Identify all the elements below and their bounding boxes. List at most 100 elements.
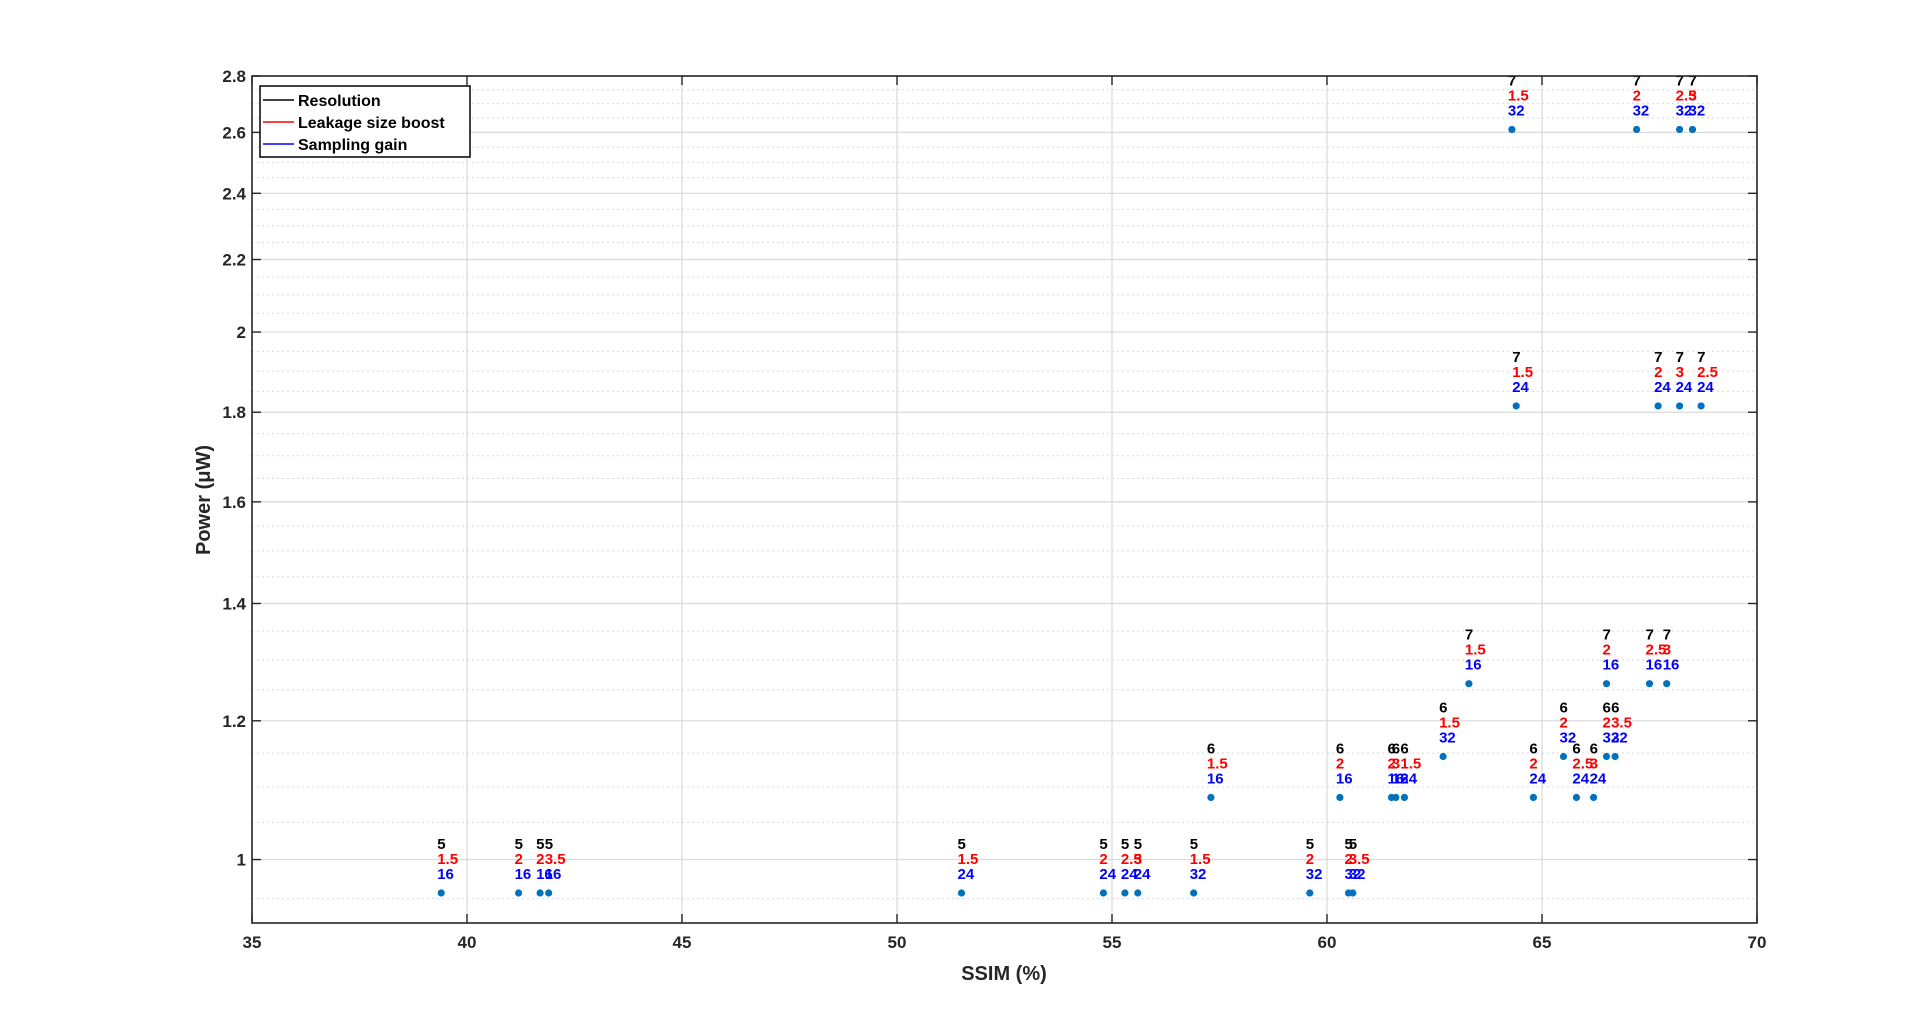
point-label-boost: 2.5 <box>1572 755 1593 772</box>
x-tick-label: 35 <box>243 933 262 952</box>
legend: Resolution Leakage size boost Sampling g… <box>259 85 471 158</box>
data-point <box>957 889 966 897</box>
data-point <box>1559 752 1568 761</box>
data-point <box>1349 889 1357 897</box>
point-label-gain: 32 <box>1633 102 1650 119</box>
point-label-gain: 32 <box>1306 866 1323 883</box>
data-point <box>1134 889 1142 897</box>
point-label-gain: 16 <box>1603 657 1620 674</box>
point-label-resolution: 6 <box>1590 740 1598 757</box>
point-label-boost: 3 <box>1590 755 1598 772</box>
point-label-gain: 16 <box>536 866 553 883</box>
point-label-boost: 2 <box>1336 755 1344 772</box>
data-point <box>1611 752 1619 761</box>
x-axis-label: SSIM (%) <box>961 963 1047 985</box>
point-label-boost: 2 <box>1560 715 1568 732</box>
y-axis-label: Power (μW) <box>193 445 215 555</box>
x-tick-label: 65 <box>1533 933 1552 952</box>
legend-label-gain: Sampling gain <box>298 137 407 154</box>
point-label-boost: 1.5 <box>1190 851 1211 868</box>
data-point <box>1688 125 1697 134</box>
x-tick-label: 40 <box>458 933 477 952</box>
point-label-gain: 16 <box>437 866 454 883</box>
point-label-gain: 32 <box>1345 866 1362 883</box>
point-label-boost: 1.5 <box>1400 755 1421 772</box>
point-label-gain: 16 <box>1465 657 1482 674</box>
point-label-resolution: 5 <box>1306 836 1314 853</box>
plot-area <box>252 76 1757 923</box>
x-axis-ticks: 35 40 45 50 55 60 65 70 <box>243 76 1767 952</box>
point-label-resolution: 7 <box>1508 72 1516 89</box>
data-point <box>1572 793 1580 802</box>
x-tick-label: 70 <box>1748 933 1767 952</box>
point-label-resolution: 7 <box>1512 349 1520 366</box>
point-label-boost: 3 <box>1134 851 1142 868</box>
point-label-resolution: 5 <box>1099 836 1107 853</box>
point-label-boost: 1.5 <box>1508 87 1529 104</box>
data-point <box>1645 680 1654 688</box>
data-point <box>437 889 445 897</box>
data-point <box>1602 680 1611 688</box>
point-labels: 51.5165216521653.51651.524522452.5245324… <box>437 72 1718 883</box>
data-point <box>1663 680 1671 688</box>
x-tick-label: 60 <box>1318 933 1337 952</box>
point-label-gain: 24 <box>1099 866 1116 883</box>
point-label-gain: 24 <box>1512 379 1529 396</box>
point-label-gain: 24 <box>1529 770 1546 787</box>
data-point <box>1512 402 1520 410</box>
point-label-boost: 1.5 <box>958 851 979 868</box>
point-label-resolution: 6 <box>1388 740 1396 757</box>
point-label-gain: 16 <box>1392 770 1409 787</box>
point-label-boost: 1.5 <box>1439 715 1460 732</box>
point-label-resolution: 7 <box>1697 349 1705 366</box>
data-point <box>545 889 553 897</box>
y-tick-label: 2.2 <box>222 251 246 270</box>
data-point <box>1306 889 1314 897</box>
point-label-resolution: 5 <box>1134 836 1142 853</box>
point-label-boost: 2 <box>1529 755 1537 772</box>
x-tick-label: 50 <box>888 933 907 952</box>
legend-label-resolution: Resolution <box>298 93 381 110</box>
point-label-resolution: 6 <box>1439 700 1447 717</box>
point-label-resolution: 6 <box>1572 740 1580 757</box>
point-label-gain: 24 <box>1654 379 1671 396</box>
point-label-resolution: 7 <box>1646 627 1654 644</box>
point-label-resolution: 7 <box>1603 627 1611 644</box>
point-label-boost: 2 <box>1633 87 1641 104</box>
plot-frame <box>251 75 1758 924</box>
data-point <box>1508 125 1516 134</box>
point-label-resolution: 6 <box>1603 700 1611 717</box>
y-tick-label: 1.8 <box>222 403 246 422</box>
point-label-boost: 2 <box>1306 851 1314 868</box>
point-label-resolution: 6 <box>1611 700 1619 717</box>
point-label-gain: 32 <box>1676 102 1693 119</box>
point-label-gain: 32 <box>1439 730 1456 747</box>
point-label-boost: 2 <box>1654 364 1662 381</box>
point-label-gain: 16 <box>1663 657 1680 674</box>
point-label-resolution: 6 <box>1560 700 1568 717</box>
point-label-boost: 3.5 <box>1611 715 1632 732</box>
point-label-gain: 16 <box>1388 770 1405 787</box>
point-label-resolution: 5 <box>1121 836 1129 853</box>
point-label-resolution: 7 <box>1633 72 1641 89</box>
data-point <box>1099 889 1107 897</box>
data-point <box>1633 125 1641 134</box>
point-label-boost: 1.5 <box>437 851 458 868</box>
x-tick-label: 55 <box>1103 933 1122 952</box>
point-label-resolution: 6 <box>1400 740 1408 757</box>
legend-label-boost: Leakage size boost <box>298 115 445 132</box>
data-point <box>1121 889 1129 897</box>
point-label-resolution: 6 <box>1529 740 1537 757</box>
point-label-gain: 24 <box>1572 770 1589 787</box>
point-label-resolution: 7 <box>1676 72 1684 89</box>
y-axis-ticks: 1 1.2 1.4 1.6 1.8 2 2.2 2.4 2.6 2.8 <box>222 67 1757 870</box>
point-label-resolution: 5 <box>1190 836 1198 853</box>
point-label-gain: 32 <box>1611 730 1628 747</box>
y-tick-label: 2.4 <box>222 184 246 203</box>
point-label-gain: 32 <box>1508 102 1525 119</box>
y-tick-label: 1.6 <box>222 493 246 512</box>
point-label-gain: 24 <box>1676 379 1693 396</box>
data-point <box>1529 793 1537 802</box>
y-tick-label: 2.8 <box>222 67 246 86</box>
data-point <box>1190 889 1198 897</box>
